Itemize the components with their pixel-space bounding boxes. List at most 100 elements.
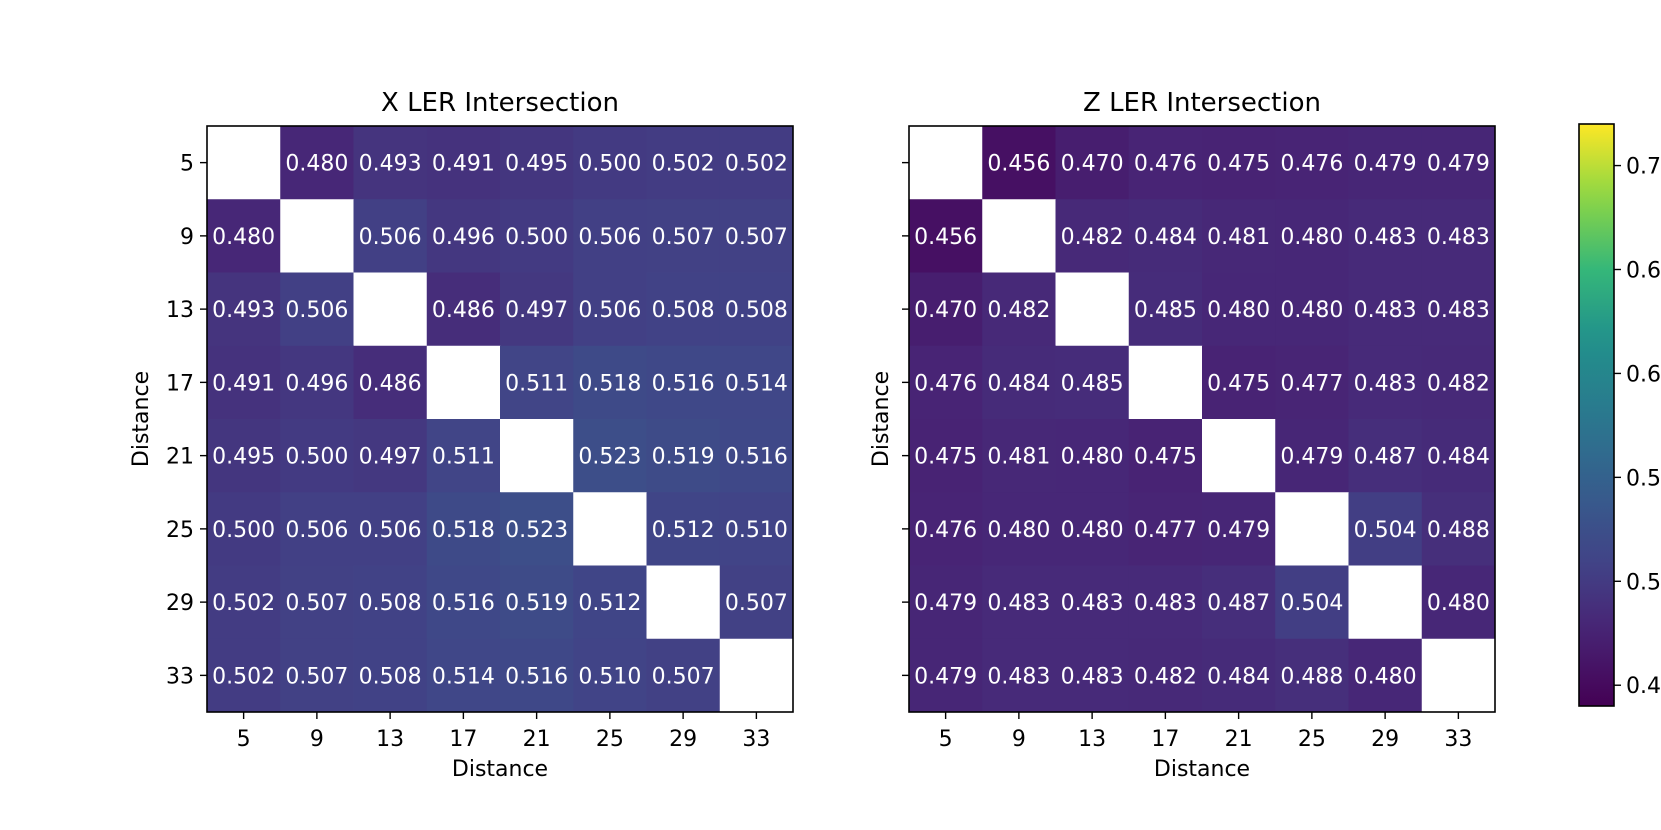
z-heatmap-cell xyxy=(1348,419,1423,493)
x-heatmap-cell xyxy=(573,345,647,420)
z-heatmap-cell xyxy=(982,272,1056,347)
z-heatmap-cell xyxy=(1421,199,1496,273)
x-heatmap-cell xyxy=(353,272,428,347)
x-heatmap-cell-label: 0.516 xyxy=(652,371,715,396)
z-heatmap-y-ticks xyxy=(902,161,909,677)
x-heatmap-cell xyxy=(280,638,354,713)
x-heatmap-frame xyxy=(206,125,794,713)
z-heatmap-cell-label: 0.484 xyxy=(1427,445,1490,470)
z-heatmap-cell xyxy=(1421,272,1496,347)
x-heatmap-cell xyxy=(719,565,794,640)
z-heatmap-cell xyxy=(1055,419,1130,493)
x-heatmap-cell xyxy=(500,199,574,273)
x-heatmap-cell xyxy=(646,272,721,347)
z-heatmap-cell xyxy=(1275,492,1349,566)
z-heatmap-cell-label: 0.481 xyxy=(1207,225,1270,250)
z-heatmap-cell-label: 0.483 xyxy=(1427,225,1490,250)
colorbar-ticks: 0.4 0.5 0.5 0.6 0.6 0.7 xyxy=(1614,155,1661,699)
z-heatmap-ylabel: Distance xyxy=(869,371,894,467)
x-heatmap-cell xyxy=(353,126,428,200)
z-heatmap-cell-label: 0.476 xyxy=(914,371,977,396)
x-heatmap-cell-label: 0.480 xyxy=(285,152,348,177)
z-heatmap-cell-label: 0.480 xyxy=(987,518,1050,543)
x-heatmap-cell xyxy=(573,492,647,566)
x-heatmap-cell-label: 0.497 xyxy=(359,445,422,470)
x-heatmap-cell-label: 0.523 xyxy=(578,445,641,470)
x-heatmap-cell xyxy=(353,345,428,420)
z-heatmap-cell xyxy=(909,345,983,420)
z-heatmap-cell xyxy=(1421,126,1496,200)
x-heatmap-cell xyxy=(280,419,354,493)
x-heatmap-cell-label: 0.511 xyxy=(505,371,568,396)
z-heatmap-cell xyxy=(1348,272,1423,347)
x-heatmap-cell-label: 0.502 xyxy=(212,591,275,616)
x-heatmap-cell-label: 0.508 xyxy=(359,591,422,616)
x-heatmap-cell xyxy=(207,272,281,347)
z-heatmap-cell xyxy=(1275,565,1349,640)
x-heatmap-cell-label: 0.496 xyxy=(285,371,348,396)
x-heatmap-cell xyxy=(426,126,501,200)
colorbar-gradient xyxy=(1578,123,1615,707)
z-heatmap-cell xyxy=(1202,638,1276,713)
x-heatmap-cell xyxy=(426,345,501,420)
x-heatmap-cell xyxy=(646,638,721,713)
z-heatmap-cell-label: 0.475 xyxy=(914,445,977,470)
x-heatmap-cell xyxy=(280,345,354,420)
x-heatmap-cell xyxy=(646,565,721,640)
x-heatmap-cell xyxy=(207,199,281,273)
z-heatmap-cell xyxy=(1275,199,1349,273)
z-heatmap-cell xyxy=(1348,126,1423,200)
x-heatmap-cell xyxy=(353,199,428,273)
z-heatmap-xlabel: Distance xyxy=(1154,757,1250,782)
z-heatmap-cell-label: 0.477 xyxy=(1134,518,1197,543)
x-heatmap-cell-label: 0.507 xyxy=(285,591,348,616)
z-heatmap-cell-label: 0.482 xyxy=(987,298,1050,323)
z-heatmap-cell xyxy=(1128,199,1203,273)
z-heatmap-cell xyxy=(1421,565,1496,640)
x-heatmap-cell-label: 0.507 xyxy=(725,225,788,250)
x-heatmap-y-ticks: 5 9 13 17 21 25 29 33 xyxy=(166,152,207,689)
x-heatmap-cell xyxy=(573,272,647,347)
x-heatmap-cell xyxy=(207,565,281,640)
z-heatmap-cell-label: 0.484 xyxy=(1207,664,1270,689)
x-heatmap-cell xyxy=(719,199,794,273)
x-heatmap-cell-label: 0.491 xyxy=(212,371,275,396)
z-heatmap-cell-label: 0.480 xyxy=(1207,298,1270,323)
x-heatmap-cells xyxy=(207,126,794,713)
z-heatmap-cell xyxy=(1055,492,1130,566)
x-heatmap-cell-label: 0.519 xyxy=(652,445,715,470)
z-heatmap-cell-label: 0.479 xyxy=(914,664,977,689)
z-heatmap-cell xyxy=(909,199,983,273)
z-heatmap-cell-label: 0.483 xyxy=(987,664,1050,689)
x-heatmap-cell-label: 0.506 xyxy=(578,298,641,323)
z-heatmap-cell xyxy=(1202,419,1276,493)
z-heatmap-cell xyxy=(1128,638,1203,713)
x-heatmap-cell xyxy=(573,565,647,640)
z-heatmap-cell xyxy=(1421,419,1496,493)
z-heatmap-cell xyxy=(1275,638,1349,713)
x-heatmap-cell-label: 0.495 xyxy=(212,445,275,470)
x-heatmap-cell-label: 0.514 xyxy=(725,371,788,396)
x-heatmap-cell xyxy=(646,199,721,273)
z-heatmap-cell-label: 0.470 xyxy=(914,298,977,323)
z-heatmap-cell xyxy=(1348,199,1423,273)
z-heatmap-cell xyxy=(1202,272,1276,347)
x-heatmap-title: X LER Intersection xyxy=(381,88,619,118)
z-heatmap-title: Z LER Intersection xyxy=(1083,88,1321,118)
x-heatmap-y-tick-label: 13 xyxy=(166,298,194,323)
z-heatmap-cell-label: 0.481 xyxy=(987,445,1050,470)
z-heatmap-cell xyxy=(1348,345,1423,420)
x-heatmap-x-tick-label: 29 xyxy=(669,727,697,752)
x-heatmap-cell xyxy=(573,126,647,200)
z-heatmap-cell-label: 0.480 xyxy=(1354,664,1417,689)
z-heatmap-cell-label: 0.483 xyxy=(1134,591,1197,616)
z-heatmap-cell-label: 0.456 xyxy=(914,225,977,250)
z-heatmap-cell-label: 0.488 xyxy=(1280,664,1343,689)
x-heatmap-cell-label: 0.512 xyxy=(652,518,715,543)
z-heatmap-cell-label: 0.482 xyxy=(1134,664,1197,689)
x-heatmap-cell xyxy=(646,419,721,493)
z-heatmap-cell xyxy=(982,419,1056,493)
z-heatmap-cell xyxy=(1055,126,1130,200)
x-heatmap-cell xyxy=(353,419,428,493)
